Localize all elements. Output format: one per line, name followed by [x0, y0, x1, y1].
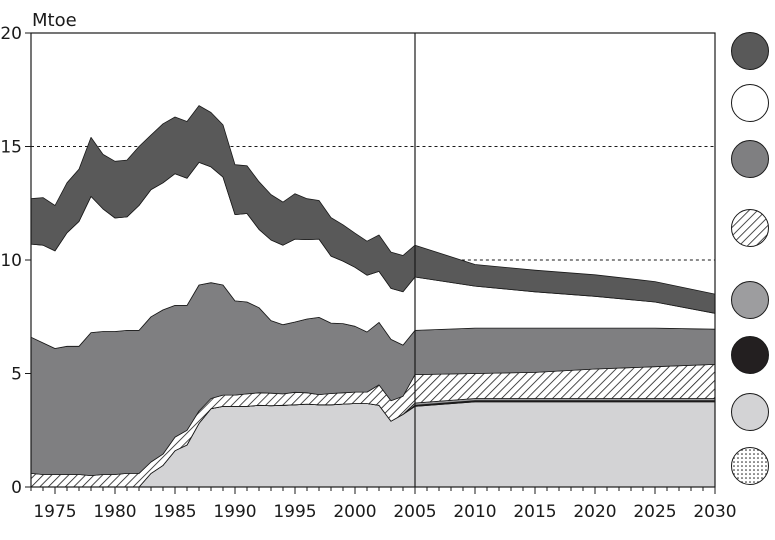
y-tick-label: 20	[0, 24, 22, 44]
x-tick-label: 2015	[513, 502, 556, 522]
y-tick-label: 5	[11, 365, 22, 385]
x-tick-label: 2020	[573, 502, 616, 522]
y-axis-unit-label: Mtoe	[32, 10, 77, 31]
legend-swatch-series-8-dotted	[731, 447, 769, 485]
legend-swatch-series-4-hatched	[731, 209, 769, 247]
y-tick-label: 0	[11, 478, 22, 498]
x-tick-label: 2000	[333, 502, 376, 522]
x-tick-label: 2025	[633, 502, 676, 522]
legend-swatch-series-5-mid-gray	[731, 281, 769, 319]
y-axis: 0 5 10 15 20	[0, 24, 31, 498]
x-tick-label: 2005	[393, 502, 436, 522]
legend-swatch-series-1-charcoal	[731, 32, 769, 70]
legend-swatch-series-7-light-gray	[731, 393, 769, 431]
x-tick-label: 1975	[33, 502, 76, 522]
x-tick-label: 1995	[273, 502, 316, 522]
x-axis: 1975 1980 1985 1990 1995 2000 2005 2010 2015 2020…	[30, 487, 737, 522]
x-tick-label: 1985	[153, 502, 196, 522]
legend-swatch-series-6-black	[731, 336, 769, 374]
legend	[731, 32, 769, 485]
legend-swatch-series-3-dark-gray	[731, 140, 769, 178]
x-tick-label: 2010	[453, 502, 496, 522]
y-tick-label: 15	[0, 138, 22, 158]
gridline-group	[31, 146, 715, 261]
y-tick-label: 10	[0, 251, 22, 271]
x-tick-label: 2030	[693, 502, 736, 522]
x-tick-label: 1980	[93, 502, 136, 522]
legend-swatch-series-2-white	[731, 84, 769, 122]
x-tick-label: 1990	[213, 502, 256, 522]
area-series-group	[30, 105, 716, 488]
